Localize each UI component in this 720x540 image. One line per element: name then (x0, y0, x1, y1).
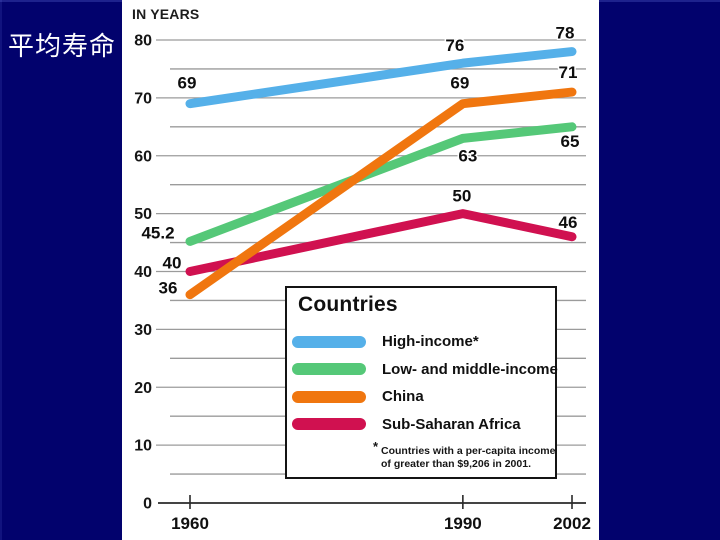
legend-item-label: Sub-Saharan Africa (382, 415, 521, 433)
data-label-china: 71 (559, 63, 578, 82)
data-label-high-income: 76 (445, 36, 464, 55)
chart-panel: 0 10 20 30 40 50 60 70 80 1960 1990 2002 69 76 78 45.2 6… (122, 0, 599, 540)
legend-item-label: China (382, 388, 424, 406)
footnote-line2: of greater than $9,206 in 2001. (381, 458, 531, 471)
life-expectancy-line-chart: 0 10 20 30 40 50 60 70 80 1960 1990 2002 69 76 78 45.2 6… (134, 22, 591, 533)
legend-item-label: High-income* (382, 333, 479, 351)
line-sub-saharan-africa (185, 209, 577, 276)
y-axis-tick-label: 70 (134, 90, 152, 107)
legend-item-sub-saharan-africa: Sub-Saharan Africa (292, 411, 549, 439)
data-label-high-income: 69 (178, 74, 197, 93)
legend-footnote: * Countries with a per-capita income of gr… (373, 439, 561, 471)
footnote-asterisk: * (373, 439, 379, 454)
data-label-sub-saharan-africa: 50 (452, 187, 471, 206)
footnote-line1: Countries with a per-capita income (381, 445, 556, 457)
y-axis-tick-label: 80 (134, 33, 152, 50)
legend-swatch-high-income-icon (292, 335, 366, 348)
legend-item-high-income: High-income* (292, 328, 549, 356)
x-axis-tick-label: 2002 (553, 514, 591, 533)
y-axis-tick-label: 30 (134, 322, 152, 339)
line-high-income (185, 47, 577, 109)
y-axis-tick-label: 10 (134, 438, 152, 455)
data-label-china: 69 (450, 74, 469, 93)
x-axis-tick-label: 1990 (444, 514, 482, 533)
legend-item-china: China (292, 383, 549, 411)
legend-title: Countries (298, 293, 398, 316)
y-axis-tick-label: 40 (134, 264, 152, 281)
y-axis-tick-label: 50 (134, 206, 152, 223)
data-label-sub-saharan-africa: 46 (559, 213, 578, 232)
data-label-sub-saharan-africa: 40 (163, 254, 182, 273)
y-axis-tick-label: 0 (143, 496, 152, 513)
data-label-china: 36 (159, 279, 178, 298)
data-label-low-and-middle-income: 45.2 (141, 223, 174, 242)
legend-box: Countries High-income* Low- and middle-i… (285, 286, 558, 479)
y-axis-tick-label: 60 (134, 148, 152, 165)
legend-swatch-china-icon (292, 390, 366, 403)
data-label-high-income: 78 (556, 24, 575, 43)
legend-swatch-sub-saharan-africa-icon (292, 418, 366, 431)
legend-rows: High-income* Low- and middle-income Chin… (292, 328, 558, 439)
y-axis-unit-label: IN YEARS (132, 6, 200, 22)
y-axis-tick-label: 20 (134, 380, 152, 397)
line-china (185, 87, 577, 300)
legend-swatch-low-middle-income-icon (292, 363, 366, 376)
legend-item-label: Low- and middle-income (382, 360, 558, 378)
x-axis-tick-label: 1960 (171, 514, 209, 533)
data-label-low-and-middle-income: 65 (561, 132, 580, 151)
line-low-and-middle-income (185, 122, 577, 246)
data-label-low-and-middle-income: 63 (458, 146, 477, 165)
slide-title: 平均寿命 (8, 31, 117, 61)
legend-item-low-middle-income: Low- and middle-income (292, 356, 558, 384)
